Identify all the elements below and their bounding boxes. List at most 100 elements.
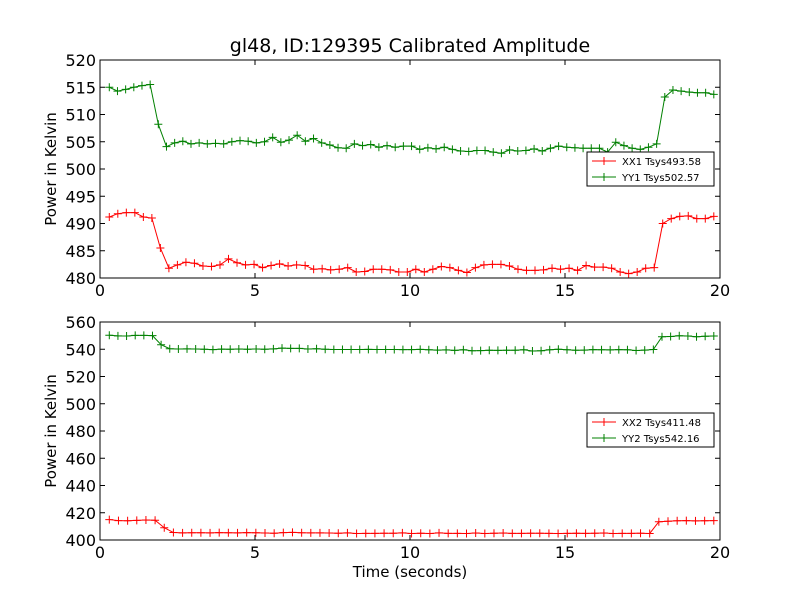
legend-label: YY1 Tsys502.57 <box>621 173 700 184</box>
data-point <box>137 81 146 90</box>
data-point <box>407 142 416 151</box>
data-point <box>224 528 233 537</box>
data-point <box>157 340 166 349</box>
data-point <box>352 529 361 538</box>
data-point <box>657 332 666 341</box>
data-point <box>297 528 306 537</box>
legend-label: XX1 Tsys493.58 <box>622 157 701 168</box>
data-point <box>701 332 710 341</box>
data-point <box>234 344 243 353</box>
data-point <box>374 143 383 152</box>
series-xx1 <box>105 208 718 278</box>
data-point <box>535 529 544 538</box>
data-point <box>347 345 356 354</box>
data-point <box>423 143 432 152</box>
data-point <box>433 346 442 355</box>
data-point <box>178 528 187 537</box>
data-point <box>472 146 481 155</box>
data-point <box>251 528 260 537</box>
data-point <box>668 85 677 94</box>
data-point <box>260 345 269 354</box>
y-tick-label: 520 <box>65 368 96 387</box>
data-point <box>488 260 497 269</box>
data-point <box>468 346 476 355</box>
data-point <box>435 528 444 537</box>
data-point <box>471 529 480 538</box>
x-tick-label: 15 <box>555 281 575 300</box>
y-tick-label: 480 <box>65 269 96 288</box>
data-point <box>579 144 588 153</box>
x-tick-label: 0 <box>95 281 105 300</box>
x-tick-label: 5 <box>250 543 260 562</box>
data-point <box>156 244 165 253</box>
data-point <box>416 529 425 538</box>
data-point <box>709 212 718 221</box>
data-point <box>343 263 352 272</box>
data-point <box>207 262 216 271</box>
data-point <box>181 258 190 267</box>
data-point <box>267 261 276 270</box>
data-point <box>113 209 122 218</box>
y-tick-label: 490 <box>65 215 96 234</box>
data-point <box>666 332 675 341</box>
data-point <box>169 528 178 537</box>
x-tick-label: 15 <box>555 543 575 562</box>
data-point <box>573 266 582 275</box>
data-point <box>342 144 351 153</box>
data-point <box>480 529 489 538</box>
data-point <box>616 268 625 277</box>
data-point <box>411 265 420 274</box>
data-point <box>270 529 279 538</box>
data-point <box>132 516 141 525</box>
data-point <box>538 147 547 156</box>
data-point <box>654 517 663 526</box>
data-point <box>587 144 596 153</box>
data-point <box>250 260 259 269</box>
data-point <box>139 212 148 221</box>
data-point <box>361 529 370 538</box>
data-point <box>329 345 338 354</box>
data-point <box>590 529 599 538</box>
data-point <box>276 138 285 147</box>
data-point <box>420 268 429 277</box>
data-point <box>165 344 174 353</box>
data-point <box>260 137 269 146</box>
data-point <box>317 138 326 147</box>
data-point <box>440 143 449 152</box>
data-point <box>544 529 553 538</box>
data-point <box>261 529 270 538</box>
data-point <box>624 269 633 278</box>
data-point <box>377 265 386 274</box>
data-point <box>147 214 156 223</box>
data-point <box>658 219 667 228</box>
x-tick-label: 10 <box>400 543 420 562</box>
data-point <box>505 145 514 154</box>
data-point <box>325 141 334 150</box>
y-tick-label: 440 <box>65 477 96 496</box>
data-point <box>105 331 114 340</box>
data-point <box>146 80 155 89</box>
data-point <box>141 515 150 524</box>
data-point <box>242 528 251 537</box>
data-point <box>537 346 546 355</box>
data-point <box>448 145 457 154</box>
data-point <box>519 345 528 354</box>
data-point <box>481 146 490 155</box>
data-point <box>590 263 599 272</box>
data-point <box>683 332 692 341</box>
data-point <box>445 263 454 272</box>
data-point <box>709 332 718 341</box>
data-point <box>178 137 187 146</box>
data-point <box>174 344 183 353</box>
data-point <box>285 136 294 145</box>
data-point <box>424 345 433 354</box>
y-tick-label: 460 <box>65 449 96 468</box>
data-point <box>565 264 574 273</box>
data-point <box>505 262 514 271</box>
data-point <box>358 141 367 150</box>
data-point <box>450 346 459 355</box>
data-point <box>571 346 580 355</box>
data-point <box>236 136 245 145</box>
data-point <box>219 139 228 148</box>
